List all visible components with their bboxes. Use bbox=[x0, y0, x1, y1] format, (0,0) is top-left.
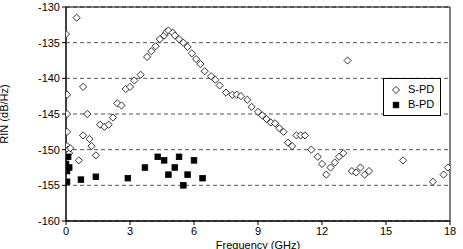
svg-text:3: 3 bbox=[127, 225, 133, 237]
svg-text:0: 0 bbox=[63, 225, 69, 237]
html-text:B-PD: B-PD bbox=[408, 98, 435, 110]
svg-text:6: 6 bbox=[191, 225, 197, 237]
svg-text:-160: -160 bbox=[38, 215, 60, 227]
svg-text:Frequency (GHz): Frequency (GHz) bbox=[216, 239, 300, 249]
svg-text:-150: -150 bbox=[38, 144, 60, 156]
svg-text:12: 12 bbox=[316, 225, 328, 237]
svg-text:18: 18 bbox=[444, 225, 455, 237]
svg-text:-135: -135 bbox=[38, 37, 60, 49]
svg-text:RIN (dB/Hz): RIN (dB/Hz) bbox=[8, 84, 10, 143]
html-text:S-PD: S-PD bbox=[408, 83, 435, 95]
svg-text:-145: -145 bbox=[38, 108, 60, 120]
svg-text:-155: -155 bbox=[38, 179, 60, 191]
svg-text:15: 15 bbox=[380, 225, 392, 237]
svg-text:-140: -140 bbox=[38, 72, 60, 84]
svg-text:9: 9 bbox=[255, 225, 261, 237]
svg-text:-130: -130 bbox=[38, 1, 60, 13]
